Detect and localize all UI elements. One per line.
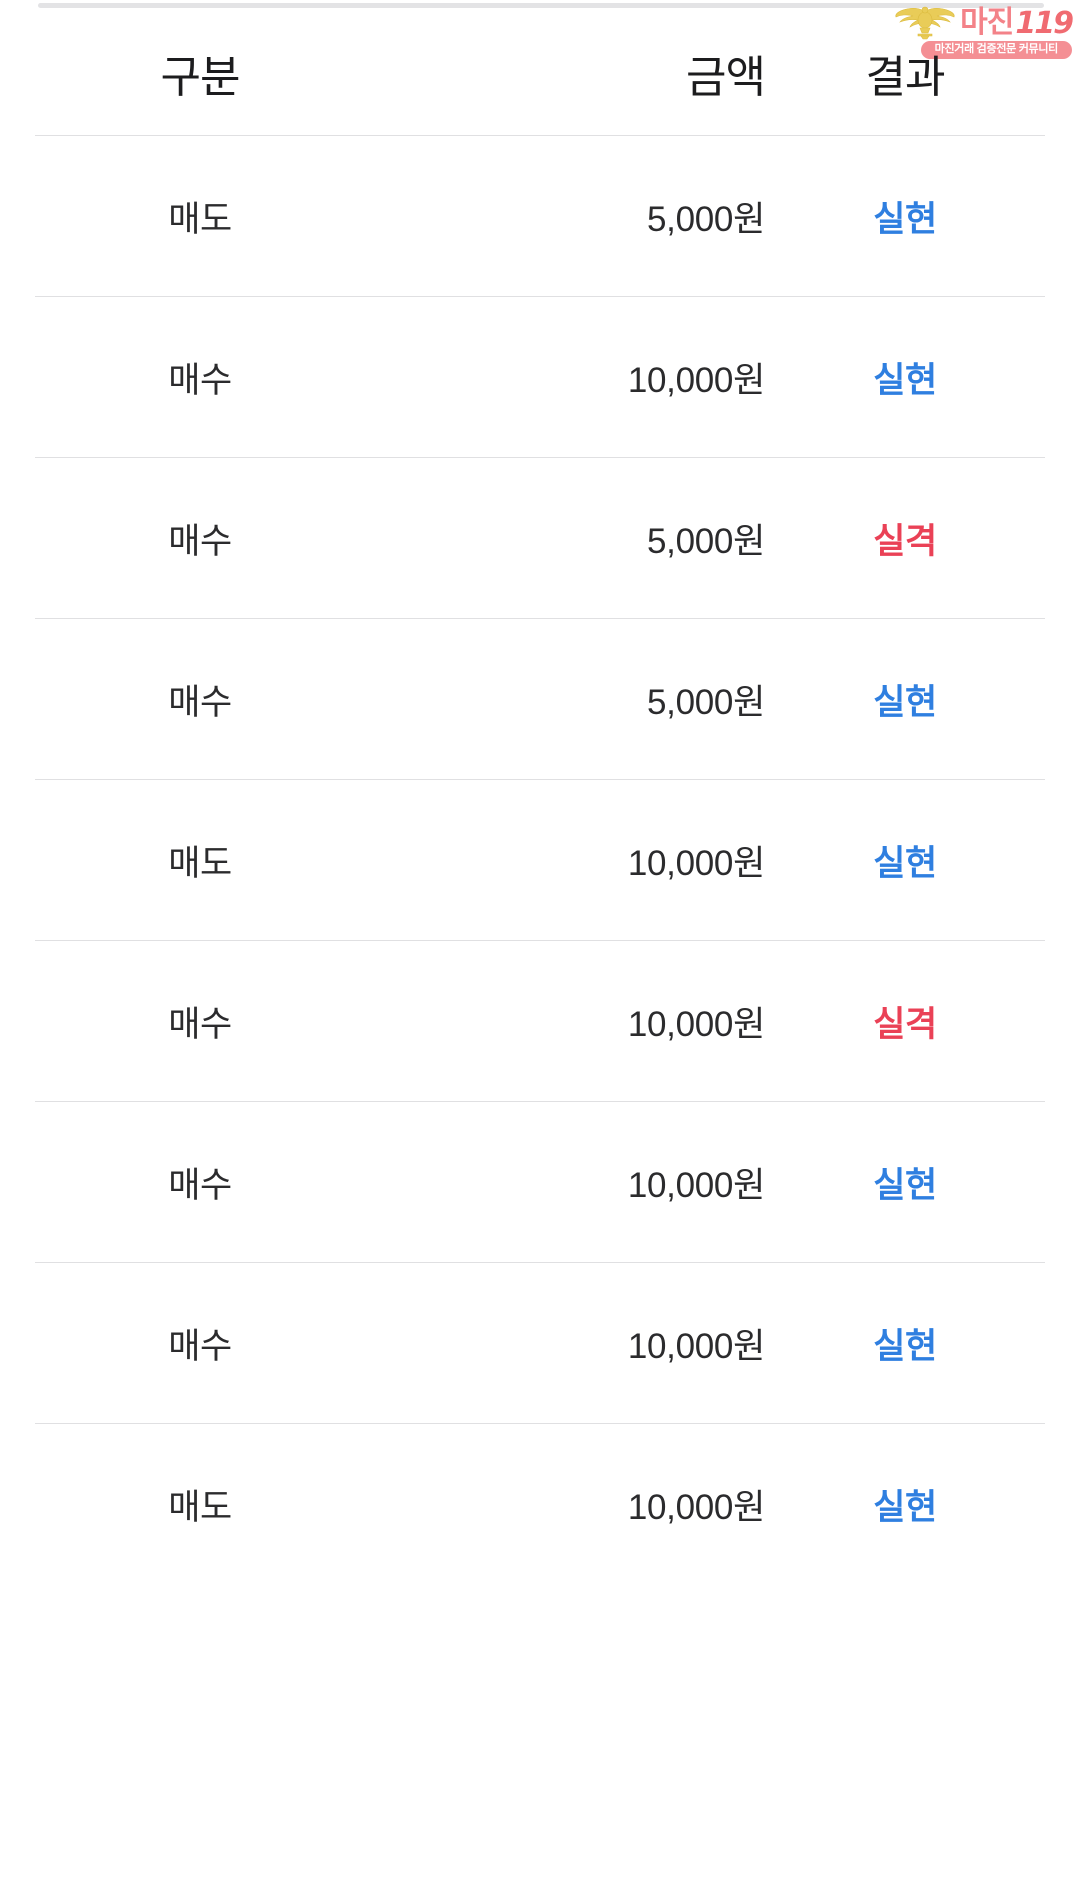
cell-result: 실현 [873,1326,937,1366]
cell-kind: 매수 [168,1165,232,1205]
row-divider [35,779,1045,780]
cell-result: 실현 [873,199,937,239]
cell-result: 실현 [873,1487,937,1527]
table-row[interactable]: 매수 10,000원 실현 [35,1263,1045,1423]
header-result: 결과 [865,52,946,102]
table-body: 매도 5,000원 실현 매수 10,000원 실현 매수 5,000원 실격 매수 5,000원 실… [0,136,1080,1584]
trade-result-table: 구분 금액 결과 매도 5,000원 실현 매수 10,000원 실현 매수 5,000원 실격… [0,10,1080,1584]
cell-kind: 매도 [168,843,232,883]
cell-kind: 매수 [168,1326,232,1366]
cell-result: 실격 [873,521,937,561]
cell-amount: 10,000원 [627,1165,765,1205]
header-divider [35,135,1045,136]
cell-kind: 매수 [168,1004,232,1044]
cell-result: 실현 [873,1165,937,1205]
cell-result: 실현 [873,843,937,883]
cell-kind: 매도 [168,199,232,239]
row-divider [35,296,1045,297]
cell-amount: 10,000원 [627,1326,765,1366]
cell-amount: 10,000원 [627,843,765,883]
table-row[interactable]: 매수 10,000원 실현 [35,297,1045,457]
cell-amount: 10,000원 [627,360,765,400]
row-divider [35,940,1045,941]
cell-kind: 매수 [168,682,232,722]
cell-amount: 10,000원 [627,1004,765,1044]
table-row[interactable]: 매도 5,000원 실현 [35,136,1045,296]
table-row[interactable]: 매도 10,000원 실현 [35,1424,1045,1584]
table-row[interactable]: 매수 10,000원 실현 [35,1102,1045,1262]
table-row[interactable]: 매도 10,000원 실현 [35,780,1045,940]
top-scroll-strip [0,0,1080,10]
row-divider [35,1101,1045,1102]
row-divider [35,457,1045,458]
row-divider [35,1423,1045,1424]
table-row[interactable]: 매수 5,000원 실격 [35,458,1045,618]
cell-amount: 5,000원 [647,521,765,561]
table-row[interactable]: 매수 5,000원 실현 [35,619,1045,779]
cell-amount: 5,000원 [647,199,765,239]
row-divider [35,1262,1045,1263]
cell-kind: 매수 [168,521,232,561]
cell-result: 실현 [873,682,937,722]
header-amount: 금액 [686,52,766,102]
cell-result: 실격 [873,1004,937,1044]
row-divider [35,618,1045,619]
cell-kind: 매수 [168,360,232,400]
table-header-row: 구분 금액 결과 [35,10,1045,135]
table-row[interactable]: 매수 10,000원 실격 [35,941,1045,1101]
cell-amount: 10,000원 [627,1487,765,1527]
cell-amount: 5,000원 [647,682,765,722]
cell-kind: 매도 [168,1487,232,1527]
scroll-indicator-bar[interactable] [38,3,1044,8]
header-kind: 구분 [160,52,241,102]
cell-result: 실현 [873,360,937,400]
